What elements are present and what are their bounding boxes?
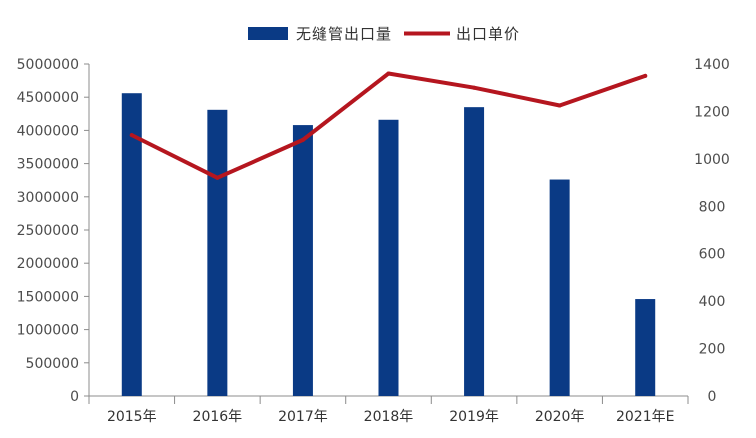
y-left-tick-label: 0 [70, 389, 79, 405]
bar [549, 179, 570, 396]
y-right-tick-label: 1400 [694, 57, 730, 73]
x-tick-label: 2017年 [278, 409, 328, 425]
legend: 无缝管出口量 出口单价 [248, 25, 520, 43]
x-tick-label: 2019年 [449, 409, 499, 425]
bar [378, 119, 399, 396]
y-right-tick-label: 0 [708, 389, 717, 405]
x-tick-label: 2016年 [193, 409, 243, 425]
legend-label-export-price: 出口单价 [456, 25, 520, 43]
bar [464, 107, 485, 396]
bar [635, 299, 656, 396]
legend-label-export-volume: 无缝管出口量 [296, 25, 392, 43]
bar [292, 125, 313, 396]
y-right-tick-label: 1000 [694, 152, 730, 168]
y-left-tick-label: 4500000 [17, 90, 79, 106]
price-point [557, 103, 562, 108]
y-right-tick-label: 400 [699, 294, 726, 310]
price-point [643, 73, 648, 78]
y-left-tick-label: 1000000 [17, 323, 79, 339]
x-tick-label: 2015年 [107, 409, 157, 425]
x-tick-label: 2020年 [535, 409, 585, 425]
y-left-tick-label: 4000000 [17, 123, 79, 139]
bar [121, 93, 142, 396]
price-point [472, 85, 477, 90]
y-right-tick-label: 200 [699, 342, 726, 358]
y-left-tick-label: 2000000 [17, 256, 79, 272]
bar [207, 109, 228, 396]
y-right-tick-label: 600 [699, 247, 726, 263]
price-point [215, 175, 220, 180]
y-left-tick-label: 500000 [26, 356, 79, 372]
legend-swatch-bar [248, 27, 288, 40]
y-right-tick-label: 1200 [694, 104, 730, 120]
y-left-tick-label: 2500000 [17, 223, 79, 239]
y-left-tick-label: 1500000 [17, 289, 79, 305]
y-right-tick-label: 800 [699, 199, 726, 215]
y-left-tick-label: 3500000 [17, 157, 79, 173]
x-tick-label: 2018年 [364, 409, 414, 425]
x-tick-label: 2021年E [616, 409, 674, 425]
price-point [300, 137, 305, 142]
price-point [386, 71, 391, 76]
price-point [129, 133, 134, 138]
y-left-tick-label: 5000000 [17, 57, 79, 73]
y-left-tick-label: 3000000 [17, 190, 79, 206]
